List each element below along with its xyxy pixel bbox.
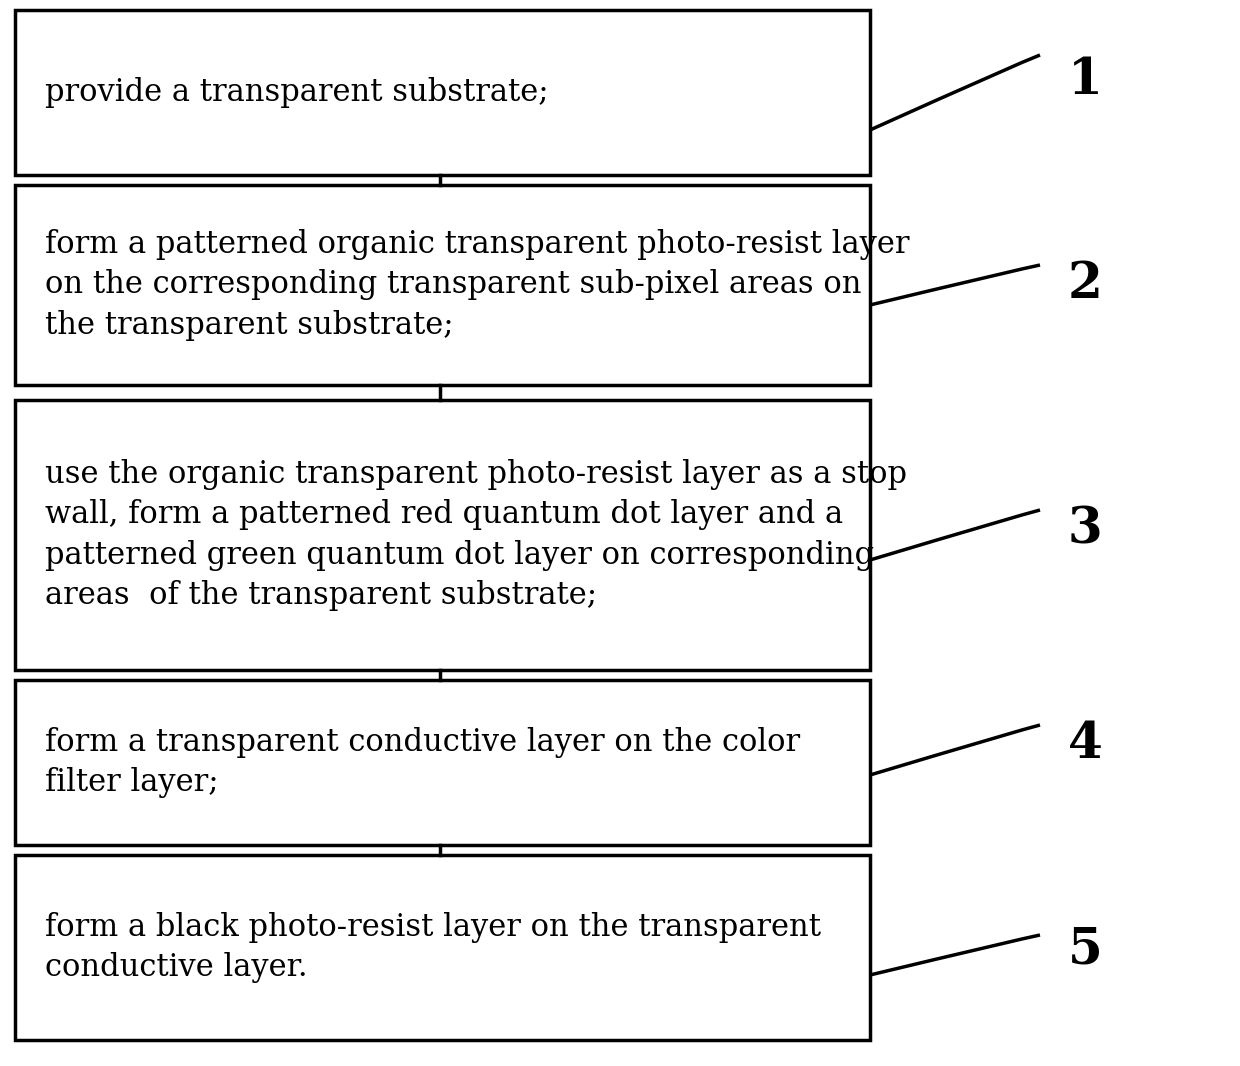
Text: 5: 5 — [1068, 925, 1102, 974]
Bar — [15, 10, 870, 175]
Text: use the organic transparent photo-resist layer as a stop
wall, form a patterned : use the organic transparent photo-resist… — [45, 458, 906, 612]
Text: 3: 3 — [1068, 505, 1102, 554]
Text: form a patterned organic transparent photo-resist layer
on the corresponding tra: form a patterned organic transparent pho… — [45, 229, 909, 341]
Text: 1: 1 — [1068, 55, 1102, 104]
Bar — [15, 185, 870, 385]
Bar — [15, 855, 870, 1040]
Text: form a black photo-resist layer on the transparent
conductive layer.: form a black photo-resist layer on the t… — [45, 911, 821, 983]
Text: 4: 4 — [1068, 721, 1102, 770]
Text: form a transparent conductive layer on the color
filter layer;: form a transparent conductive layer on t… — [45, 727, 800, 798]
Bar — [15, 400, 870, 671]
Text: provide a transparent substrate;: provide a transparent substrate; — [45, 77, 548, 108]
Bar — [15, 680, 870, 845]
Text: 2: 2 — [1068, 260, 1102, 309]
